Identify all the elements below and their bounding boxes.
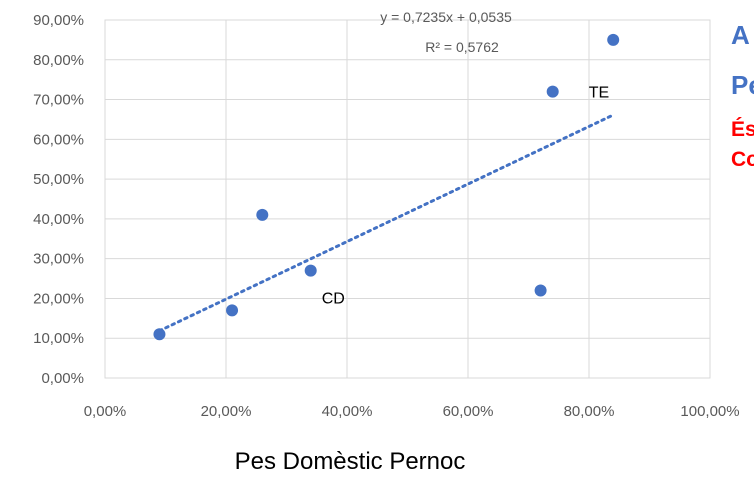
side-text-2: Pe bbox=[731, 70, 754, 100]
y-tick-label: 10,00% bbox=[33, 330, 84, 347]
x-axis-title: Pes Domèstic Pernoc bbox=[234, 448, 466, 475]
x-tick-label: 60,00% bbox=[443, 403, 494, 420]
y-axis-ticks: 0,00% 10,00% 20,00% 30,00% 40,00% 50,00% 60,00… bbox=[33, 12, 84, 387]
point-label: CD bbox=[322, 291, 345, 308]
x-tick-label: 20,00% bbox=[201, 403, 252, 420]
y-tick-label: 30,00% bbox=[33, 251, 84, 268]
data-point bbox=[534, 284, 547, 297]
trendline bbox=[157, 113, 615, 333]
side-text-4: Co bbox=[731, 148, 754, 171]
x-tick-label: 0,00% bbox=[84, 403, 127, 420]
side-text-1: A bbox=[731, 20, 750, 50]
data-point bbox=[304, 264, 317, 277]
data-point bbox=[607, 33, 620, 46]
gridlines bbox=[104, 19, 711, 379]
trendline-equation: y = 0,7235x + 0,0535 bbox=[380, 9, 512, 25]
y-tick-label: 60,00% bbox=[33, 131, 84, 148]
y-tick-label: 70,00% bbox=[33, 92, 84, 109]
scatter-chart: 0,00% 10,00% 20,00% 30,00% 40,00% 50,00% 60,00… bbox=[33, 9, 740, 420]
y-tick-label: 0,00% bbox=[41, 370, 84, 387]
point-labels: CD TE bbox=[322, 85, 609, 308]
x-tick-label: 100,00% bbox=[680, 403, 739, 420]
data-points bbox=[153, 33, 620, 341]
y-tick-label: 20,00% bbox=[33, 290, 84, 307]
y-tick-label: 90,00% bbox=[33, 12, 84, 29]
data-point bbox=[546, 85, 559, 98]
x-tick-label: 80,00% bbox=[564, 403, 615, 420]
side-text-3: És bbox=[731, 118, 754, 141]
data-point bbox=[153, 328, 166, 341]
x-tick-label: 40,00% bbox=[322, 403, 373, 420]
y-tick-label: 50,00% bbox=[33, 171, 84, 188]
trendline-r-squared: R² = 0,5762 bbox=[425, 39, 499, 55]
y-tick-label: 40,00% bbox=[33, 211, 84, 228]
point-label: TE bbox=[589, 85, 609, 102]
data-point bbox=[256, 208, 269, 221]
data-point bbox=[226, 304, 239, 317]
y-tick-label: 80,00% bbox=[33, 52, 84, 69]
x-axis-ticks: 0,00% 20,00% 40,00% 60,00% 80,00% 100,00% bbox=[84, 403, 740, 420]
plot-area-border bbox=[104, 19, 711, 379]
